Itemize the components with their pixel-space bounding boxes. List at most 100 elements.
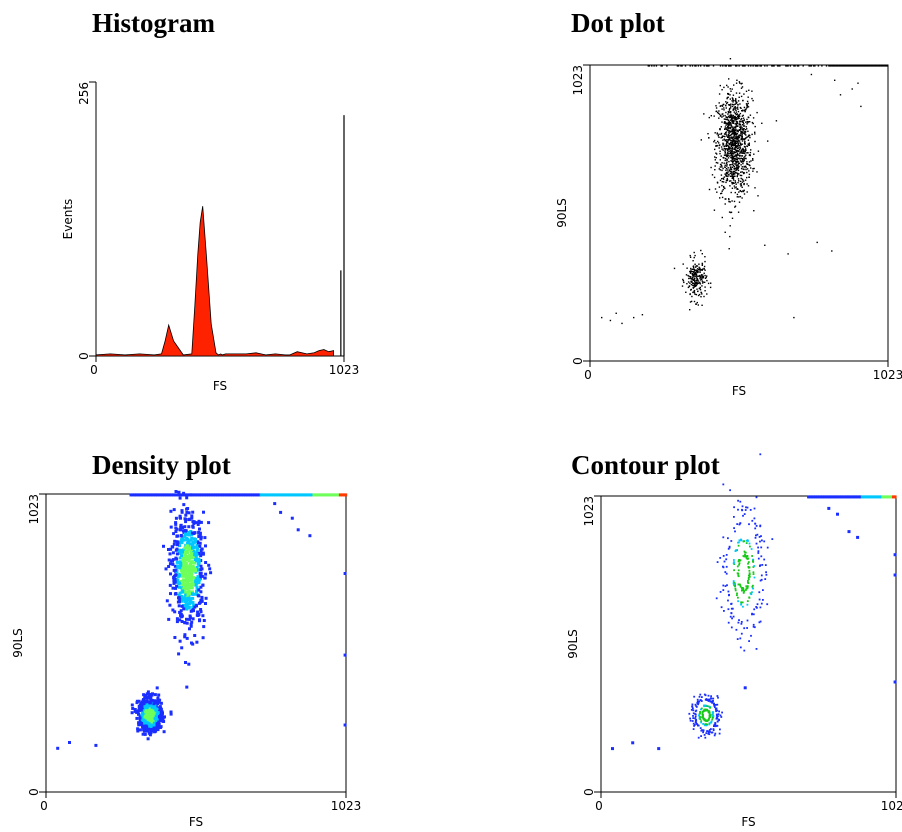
saturation-point xyxy=(867,495,871,499)
density-cell xyxy=(190,543,194,547)
density-cell xyxy=(179,609,183,613)
scatter-point xyxy=(746,128,748,130)
scatter-point xyxy=(729,127,731,130)
scatter-point xyxy=(741,181,744,183)
saturation-point xyxy=(240,493,244,497)
contour-point xyxy=(705,724,708,727)
contour-point xyxy=(692,722,695,725)
scatter-point xyxy=(724,140,727,142)
contour-point xyxy=(739,637,742,640)
scatter-point xyxy=(740,118,742,121)
density-cell xyxy=(133,708,137,711)
contour-point xyxy=(764,578,767,580)
density-cell xyxy=(156,711,160,715)
contour-point xyxy=(732,615,735,618)
density-cell xyxy=(178,528,182,532)
density-cell xyxy=(145,716,149,720)
density-cell xyxy=(195,559,199,563)
density-cell xyxy=(183,535,186,539)
scatter-point xyxy=(732,181,734,184)
scatter-point xyxy=(738,134,740,136)
density-cell xyxy=(181,567,185,571)
scatter-point xyxy=(727,171,729,173)
contour-point xyxy=(752,613,755,616)
scatter-point xyxy=(733,84,735,86)
scatter-point xyxy=(730,145,732,148)
y-tick-label: 0 xyxy=(582,788,596,796)
density-cell xyxy=(186,556,190,560)
contour-point xyxy=(748,596,751,599)
stray-point xyxy=(343,653,347,657)
scatter-point xyxy=(732,119,734,121)
saturation-point xyxy=(755,65,758,67)
density-cell xyxy=(138,728,142,732)
scatter-point xyxy=(693,292,696,294)
contour-point xyxy=(711,718,714,721)
saturation-point xyxy=(689,65,691,67)
density-cell xyxy=(195,589,199,593)
contour-point xyxy=(698,714,700,717)
density-cell xyxy=(179,612,183,616)
saturation-point xyxy=(131,493,135,497)
scatter-point xyxy=(733,139,736,141)
scatter-point xyxy=(733,148,736,151)
density-cell xyxy=(182,548,186,552)
scatter-point xyxy=(722,167,724,170)
scatter-point xyxy=(753,167,755,170)
contour-point xyxy=(724,571,727,573)
scatter-point xyxy=(696,288,698,290)
scatter-point xyxy=(749,151,752,154)
contour-point xyxy=(708,711,711,714)
scatter-point xyxy=(696,270,699,272)
density-cell xyxy=(150,717,154,721)
scatter-point xyxy=(731,177,733,179)
contour-point xyxy=(753,626,756,629)
saturation-point xyxy=(881,65,884,67)
scatter-point xyxy=(693,300,696,303)
scatter-point xyxy=(730,111,732,113)
contour-point xyxy=(714,732,717,735)
scatter-point xyxy=(725,131,728,133)
scatter-point xyxy=(695,279,697,282)
saturation-point xyxy=(844,65,846,67)
saturation-point xyxy=(862,495,866,499)
saturation-point xyxy=(326,493,330,497)
scatter-point xyxy=(689,301,692,303)
density-cell xyxy=(187,525,191,529)
density-cell xyxy=(149,731,153,735)
scatter-point xyxy=(742,129,745,131)
stray-point xyxy=(893,573,897,577)
saturation-point xyxy=(242,493,246,497)
contour-point xyxy=(745,542,748,544)
density-cell xyxy=(192,566,196,570)
scatter-point xyxy=(729,112,732,114)
scatter-point xyxy=(736,113,738,116)
density-cell xyxy=(162,544,165,548)
scatter-point xyxy=(733,126,735,128)
contour-point xyxy=(736,549,738,551)
scatter-point xyxy=(703,265,706,268)
scatter-point xyxy=(729,170,731,173)
scatter-point xyxy=(730,143,733,145)
density-cell xyxy=(190,609,194,613)
scatter-point xyxy=(728,146,730,149)
density-cell xyxy=(199,585,203,589)
contour-point xyxy=(718,710,720,713)
density-cell xyxy=(180,589,184,593)
density-cell xyxy=(189,538,193,542)
scatter-point xyxy=(731,217,734,219)
scatter-point xyxy=(746,145,749,148)
saturation-point xyxy=(842,65,844,67)
scatter-point xyxy=(734,143,737,145)
saturation-point xyxy=(867,65,870,67)
scatter-point xyxy=(732,164,735,167)
scatter-point xyxy=(731,126,734,128)
density-cell xyxy=(187,554,191,558)
contour-point xyxy=(748,574,750,577)
density-cell xyxy=(189,576,193,579)
scatter-point xyxy=(692,275,694,277)
stray-point xyxy=(860,105,862,108)
scatter-point xyxy=(733,167,736,170)
scatter-point xyxy=(743,119,745,122)
scatter-point xyxy=(724,166,726,168)
